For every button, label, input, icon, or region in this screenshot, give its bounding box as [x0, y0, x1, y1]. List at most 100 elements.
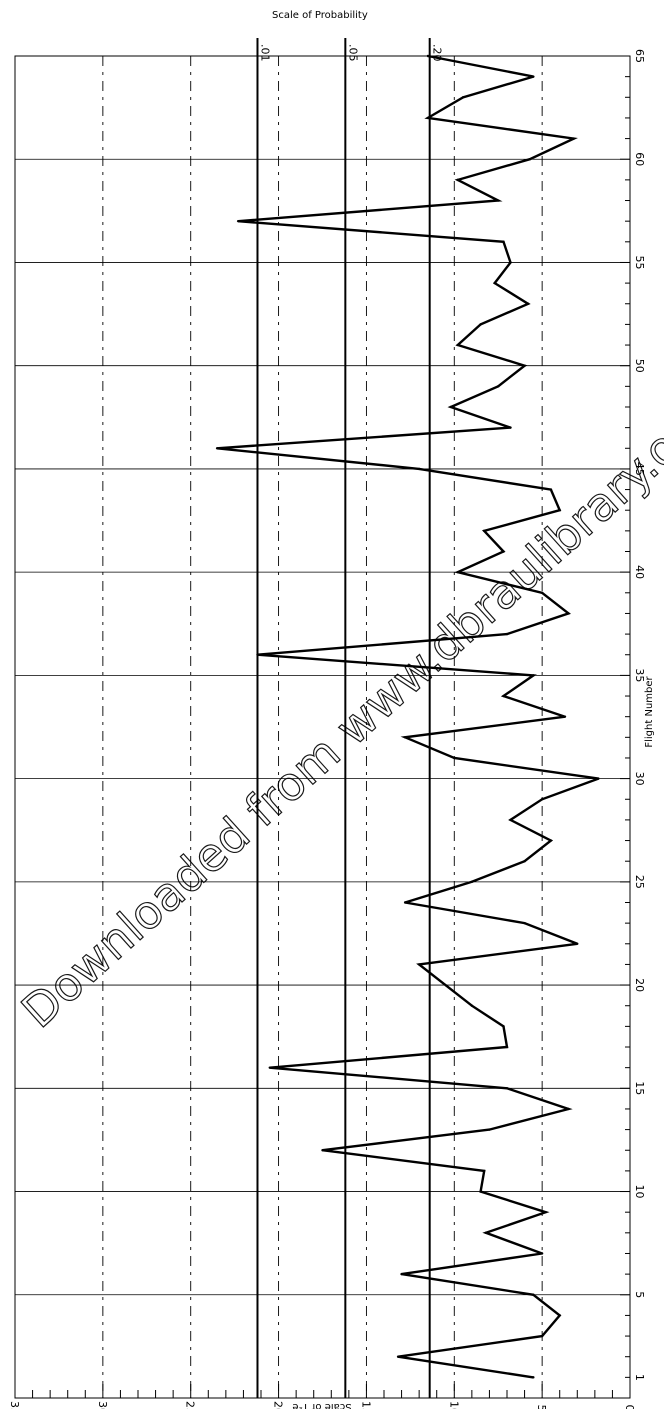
flight-tick-label: 50	[633, 359, 646, 373]
t2e-data-point	[532, 1293, 535, 1296]
flight-tick-label: 10	[633, 1185, 646, 1199]
t2e-tick-label: 15	[359, 1401, 372, 1409]
y-axis-title: Scale of T²e	[292, 1401, 351, 1409]
t2e-data-point	[256, 653, 259, 656]
probability-label: .20	[431, 44, 444, 62]
flight-tick-label: 35	[633, 668, 646, 682]
flight-tick-label: 65	[633, 49, 646, 63]
probability-label: .01	[258, 44, 271, 62]
t2e-data-point	[502, 1025, 505, 1028]
tick-marks	[14, 55, 631, 1398]
t2e-data-point	[493, 281, 496, 285]
t2e-data-point	[509, 818, 512, 822]
t2e-data-point	[567, 1107, 570, 1111]
t2e-data-point	[449, 405, 452, 409]
t2e-data-point	[528, 158, 532, 161]
t2e-series-line	[216, 54, 599, 1379]
t2e-data-point	[532, 1376, 535, 1379]
flight-tick-label: 1	[633, 1374, 646, 1381]
flight-tick-label: 20	[633, 978, 646, 992]
t2e-data-point	[444, 983, 447, 987]
t2e-data-point	[470, 1004, 474, 1007]
t2e-data-point	[479, 323, 482, 326]
t2e-data-point	[558, 509, 561, 512]
t2e-data-point	[321, 1149, 324, 1152]
t2e-data-point	[215, 447, 219, 450]
probability-lines	[256, 38, 431, 1398]
t2e-data-point	[426, 116, 430, 120]
t2e-data-point	[456, 570, 459, 574]
t2e-data-point	[426, 54, 430, 58]
watermark: Downloaded from www.dbraulibrary.org.in	[11, 350, 664, 1038]
probability-label: .05	[346, 44, 359, 62]
t2e-series	[215, 54, 600, 1379]
t2e-data-point	[540, 798, 544, 801]
t2e-data-point	[523, 364, 526, 367]
t2e-data-point	[502, 550, 505, 553]
t2e-data-point	[403, 736, 407, 739]
x-axis-title: Flight Number	[644, 675, 655, 747]
t2e-data-point	[563, 715, 567, 718]
t2e-data-point	[532, 674, 535, 677]
flight-tick-label: 45	[633, 462, 646, 476]
flight-tick-label: 25	[633, 875, 646, 889]
t2e-data-point	[461, 96, 465, 99]
t2e-data-point	[479, 1190, 482, 1193]
t2e-data-point	[482, 1169, 486, 1173]
flight-tick-label: 30	[633, 772, 646, 786]
t2e-data-point	[403, 901, 407, 904]
t2e-data-point	[540, 1334, 544, 1338]
t2e-data-point	[544, 1210, 547, 1214]
t2e-data-point	[482, 529, 486, 533]
t2e-data-point	[597, 777, 600, 780]
tick-labels: .01.05.200510152025303515101520253035404…	[8, 44, 646, 1409]
flight-tick-label: 55	[633, 255, 646, 269]
t2e-data-point	[509, 426, 512, 429]
t2e-data-point	[453, 756, 456, 760]
probability-axis-title: Scale of Probability	[272, 10, 368, 21]
t2e-data-point	[540, 1252, 544, 1255]
t2e-tick-label: 30	[96, 1401, 109, 1409]
t2e-data-point	[567, 612, 570, 615]
t2e-data-point	[268, 1066, 271, 1069]
t2e-data-point	[236, 219, 240, 223]
t2e-data-point	[576, 942, 579, 945]
t2e-data-point	[549, 839, 553, 842]
t2e-data-point	[526, 302, 530, 305]
t2e-data-point	[558, 1314, 561, 1317]
plot-frame	[14, 55, 631, 1399]
t2e-data-point	[523, 860, 526, 863]
t2e-data-point	[456, 178, 459, 182]
t2e-tick-label: 25	[184, 1401, 197, 1409]
t2e-data-point	[532, 75, 535, 78]
t2e-tick-label: 5	[535, 1405, 548, 1409]
t2e-data-point	[470, 880, 474, 884]
t2e-data-point	[400, 1272, 403, 1276]
t2e-data-point	[456, 343, 459, 347]
t2e-data-point	[572, 137, 575, 140]
t2e-data-point	[505, 1087, 509, 1090]
t2e-data-point	[523, 921, 526, 925]
t2e-data-point	[417, 963, 421, 966]
flight-tick-label: 15	[633, 1081, 646, 1095]
t2e-data-point	[505, 632, 509, 636]
t2e-data-point	[417, 467, 421, 471]
t2e-data-point	[497, 199, 500, 202]
t2e-data-point	[502, 240, 505, 244]
flight-tick-label: 5	[633, 1291, 646, 1298]
t2e-data-point	[488, 1128, 491, 1131]
t2e-data-point	[497, 385, 500, 388]
t2e-tick-label: 10	[447, 1401, 460, 1409]
t2e-data-point	[484, 1231, 488, 1235]
t2e-tick-label: 0	[623, 1405, 636, 1409]
t2e-data-point	[549, 488, 553, 491]
t2e-data-point	[502, 694, 505, 698]
flight-tick-label: 60	[633, 152, 646, 166]
t2e-data-point	[540, 591, 544, 594]
t2e-tick-label: 20	[272, 1401, 285, 1409]
flight-tick-label: 40	[633, 565, 646, 579]
t2e-tick-label: 35	[8, 1401, 21, 1409]
t2e-data-point	[505, 1045, 509, 1049]
t2e-data-point	[396, 1355, 400, 1358]
